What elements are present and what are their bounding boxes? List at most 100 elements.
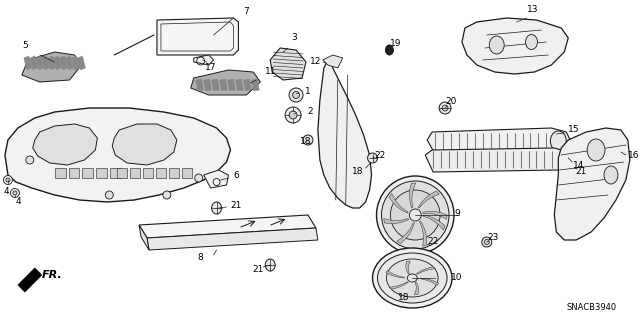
Polygon shape	[418, 191, 440, 208]
Polygon shape	[406, 261, 410, 274]
Ellipse shape	[367, 153, 378, 163]
Polygon shape	[182, 168, 192, 178]
Text: 14: 14	[573, 160, 584, 169]
Ellipse shape	[381, 181, 449, 249]
Text: 3: 3	[291, 33, 297, 42]
Ellipse shape	[303, 135, 313, 145]
Ellipse shape	[376, 176, 454, 254]
Ellipse shape	[106, 191, 113, 199]
Text: 20: 20	[445, 98, 457, 107]
Polygon shape	[243, 79, 252, 91]
Text: 5: 5	[22, 41, 28, 49]
Polygon shape	[204, 79, 212, 91]
Ellipse shape	[289, 111, 297, 119]
Polygon shape	[42, 56, 50, 70]
Ellipse shape	[568, 161, 580, 175]
Ellipse shape	[265, 259, 275, 271]
Polygon shape	[386, 271, 404, 278]
Polygon shape	[147, 228, 318, 250]
Polygon shape	[236, 79, 243, 91]
Polygon shape	[54, 56, 61, 70]
Text: 4: 4	[15, 197, 20, 206]
Text: 18: 18	[397, 293, 409, 302]
Polygon shape	[427, 128, 572, 154]
Text: SNACB3940: SNACB3940	[566, 303, 616, 313]
Polygon shape	[227, 79, 236, 91]
Ellipse shape	[10, 189, 19, 197]
Polygon shape	[416, 267, 435, 274]
Text: 21: 21	[575, 167, 587, 176]
Polygon shape	[139, 225, 149, 250]
Ellipse shape	[26, 156, 34, 164]
Ellipse shape	[163, 191, 171, 199]
Polygon shape	[220, 79, 227, 91]
Ellipse shape	[390, 190, 440, 240]
Text: 15: 15	[568, 125, 579, 135]
Polygon shape	[24, 56, 32, 70]
Polygon shape	[425, 148, 574, 172]
Ellipse shape	[484, 240, 489, 244]
Ellipse shape	[195, 174, 203, 182]
Polygon shape	[389, 193, 408, 213]
Polygon shape	[157, 18, 239, 55]
Polygon shape	[110, 168, 121, 178]
Ellipse shape	[410, 209, 421, 221]
Ellipse shape	[439, 102, 451, 114]
Ellipse shape	[407, 274, 417, 282]
Polygon shape	[83, 168, 93, 178]
Text: 18: 18	[352, 167, 364, 176]
Text: 19: 19	[390, 39, 401, 48]
Polygon shape	[65, 56, 74, 70]
Polygon shape	[156, 168, 166, 178]
Text: 17: 17	[205, 63, 216, 72]
Ellipse shape	[604, 166, 618, 184]
Polygon shape	[112, 124, 177, 165]
Text: 21: 21	[253, 265, 264, 275]
Ellipse shape	[525, 34, 538, 49]
Polygon shape	[212, 79, 220, 91]
Ellipse shape	[3, 175, 12, 184]
Text: 16: 16	[628, 151, 639, 160]
Ellipse shape	[285, 107, 301, 123]
Text: 21: 21	[231, 201, 242, 210]
Polygon shape	[48, 56, 56, 70]
Ellipse shape	[292, 92, 300, 99]
Polygon shape	[117, 168, 127, 178]
Polygon shape	[18, 268, 42, 292]
Ellipse shape	[442, 105, 448, 111]
Polygon shape	[130, 168, 140, 178]
Polygon shape	[36, 56, 44, 70]
Text: 10: 10	[451, 273, 463, 283]
Polygon shape	[318, 58, 372, 208]
Text: 1: 1	[305, 87, 311, 97]
Text: 12: 12	[310, 57, 322, 66]
Ellipse shape	[378, 253, 447, 303]
Polygon shape	[410, 183, 416, 208]
Polygon shape	[77, 56, 85, 70]
Text: 9: 9	[454, 210, 460, 219]
Ellipse shape	[572, 165, 577, 172]
Polygon shape	[5, 108, 230, 202]
Polygon shape	[97, 168, 108, 178]
Polygon shape	[423, 211, 447, 219]
Ellipse shape	[394, 289, 404, 301]
Text: 13: 13	[527, 5, 538, 14]
Polygon shape	[60, 56, 68, 70]
Polygon shape	[204, 170, 228, 188]
Polygon shape	[389, 282, 408, 289]
Text: 22: 22	[374, 151, 385, 160]
Ellipse shape	[489, 36, 504, 54]
Polygon shape	[194, 55, 214, 65]
Ellipse shape	[372, 248, 452, 308]
Ellipse shape	[6, 178, 10, 182]
Polygon shape	[554, 128, 630, 240]
Ellipse shape	[550, 131, 566, 151]
Polygon shape	[420, 221, 427, 246]
Text: 6: 6	[234, 170, 239, 180]
Text: 11: 11	[264, 68, 276, 77]
Polygon shape	[54, 168, 65, 178]
Polygon shape	[420, 278, 439, 286]
Polygon shape	[68, 168, 79, 178]
Text: 4: 4	[3, 188, 9, 197]
Polygon shape	[383, 219, 409, 224]
